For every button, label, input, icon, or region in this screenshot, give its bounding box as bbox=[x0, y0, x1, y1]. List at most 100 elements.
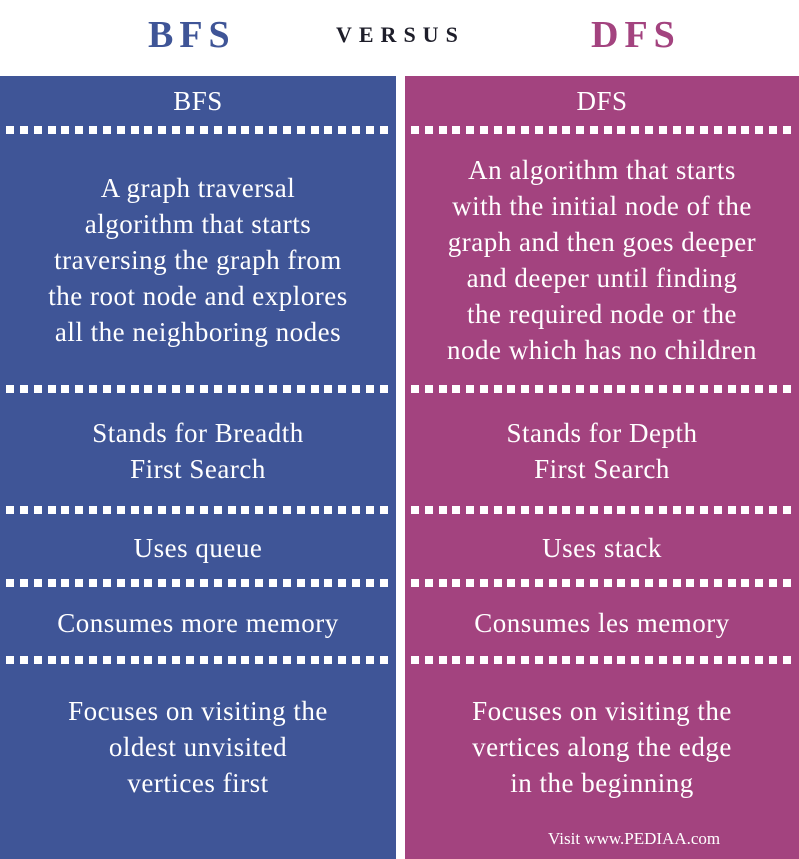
separator-dot bbox=[479, 506, 488, 514]
separator-dot bbox=[33, 126, 42, 134]
separator-dot bbox=[199, 506, 208, 514]
separator-dot bbox=[144, 506, 153, 514]
separator-dot bbox=[727, 385, 736, 393]
separator-dot bbox=[700, 579, 709, 587]
cell-text-line: node which has no children bbox=[447, 335, 757, 365]
bfs-column-heading: BFS bbox=[173, 86, 223, 116]
separator-dot bbox=[534, 656, 543, 664]
separator-dot bbox=[379, 506, 388, 514]
separator-dot bbox=[47, 579, 56, 587]
separator-dot bbox=[352, 506, 361, 514]
separator-dot bbox=[144, 385, 153, 393]
separator-dot bbox=[562, 385, 571, 393]
separator-dot bbox=[379, 126, 388, 134]
separator-dot bbox=[521, 579, 530, 587]
separator-dot bbox=[61, 126, 70, 134]
separator-dot bbox=[603, 579, 612, 587]
comparison-cell: Consumes les memory bbox=[405, 591, 799, 655]
separator-dot bbox=[507, 385, 516, 393]
separator-dot bbox=[534, 126, 543, 134]
separator-dot bbox=[727, 656, 736, 664]
separator-dot bbox=[700, 506, 709, 514]
footer-credit: Visit www.PEDIAA.com bbox=[548, 829, 721, 848]
separator-dot bbox=[269, 385, 278, 393]
comparison-cell: Stands for Breadth First Search bbox=[0, 396, 396, 506]
separator-dot bbox=[33, 506, 42, 514]
separator-dot bbox=[33, 385, 42, 393]
separator-dot bbox=[411, 656, 419, 664]
separator-dot bbox=[658, 385, 667, 393]
cell-text-line: algorithm that starts bbox=[84, 209, 312, 239]
separator-dot bbox=[534, 579, 543, 587]
separator-dot bbox=[19, 506, 28, 514]
separator-dot bbox=[452, 126, 461, 134]
separator-dot bbox=[227, 126, 236, 134]
separator-dot bbox=[338, 579, 347, 587]
separator-dot bbox=[466, 385, 475, 393]
separator-dot bbox=[61, 385, 70, 393]
separator-dot bbox=[741, 579, 750, 587]
separator-dot bbox=[310, 506, 319, 514]
separator-dot bbox=[89, 656, 98, 664]
separator-dot bbox=[116, 126, 125, 134]
header-versus-label: VERSUS bbox=[336, 22, 465, 47]
separator-dot bbox=[768, 506, 777, 514]
dotted-separator bbox=[0, 506, 396, 515]
cell-text-line: oldest unvisited bbox=[108, 732, 288, 762]
separator-dot bbox=[493, 656, 502, 664]
separator-dot bbox=[534, 506, 543, 514]
separator-dot bbox=[658, 126, 667, 134]
separator-dot bbox=[310, 579, 319, 587]
separator-dot bbox=[213, 579, 222, 587]
separator-dot bbox=[6, 579, 14, 587]
separator-dot bbox=[89, 126, 98, 134]
separator-dot bbox=[324, 579, 333, 587]
separator-dot bbox=[768, 126, 777, 134]
separator-dot bbox=[338, 126, 347, 134]
separator-dot bbox=[521, 126, 530, 134]
separator-dot bbox=[130, 385, 139, 393]
separator-dot bbox=[658, 579, 667, 587]
separator-dot bbox=[782, 126, 791, 134]
separator-dot bbox=[227, 506, 236, 514]
separator-dot bbox=[617, 506, 626, 514]
separator-dot bbox=[144, 656, 153, 664]
dotted-separator bbox=[0, 656, 396, 665]
dotted-separator bbox=[405, 579, 799, 588]
separator-dot bbox=[589, 656, 598, 664]
separator-dot bbox=[199, 126, 208, 134]
separator-dot bbox=[158, 506, 167, 514]
dotted-separator bbox=[405, 506, 799, 515]
separator-dot bbox=[102, 656, 111, 664]
separator-dot bbox=[507, 126, 516, 134]
separator-dot bbox=[727, 126, 736, 134]
cell-text-line: First Search bbox=[130, 454, 266, 484]
separator-dot bbox=[102, 579, 111, 587]
separator-dot bbox=[269, 506, 278, 514]
separator-dot bbox=[227, 385, 236, 393]
cell-text-line: Consumes more memory bbox=[57, 608, 339, 638]
separator-dot bbox=[700, 385, 709, 393]
separator-dot bbox=[672, 579, 681, 587]
separator-dot bbox=[727, 579, 736, 587]
dfs-column: DFS An algorithm that starts with the init… bbox=[405, 76, 799, 859]
separator-dot bbox=[338, 656, 347, 664]
separator-dot bbox=[144, 126, 153, 134]
separator-dot bbox=[352, 126, 361, 134]
separator-dot bbox=[338, 506, 347, 514]
separator-dot bbox=[645, 126, 654, 134]
separator-dot bbox=[438, 385, 447, 393]
separator-dot bbox=[562, 506, 571, 514]
separator-dot bbox=[282, 506, 291, 514]
separator-dot bbox=[365, 579, 374, 587]
separator-dot bbox=[521, 385, 530, 393]
separator-dot bbox=[102, 506, 111, 514]
cell-text-line: Uses queue bbox=[133, 533, 263, 563]
separator-dot bbox=[185, 126, 194, 134]
dotted-separator bbox=[405, 385, 799, 394]
separator-dot bbox=[768, 385, 777, 393]
separator-dot bbox=[158, 126, 167, 134]
separator-dot bbox=[89, 385, 98, 393]
separator-dot bbox=[379, 656, 388, 664]
separator-dot bbox=[493, 506, 502, 514]
